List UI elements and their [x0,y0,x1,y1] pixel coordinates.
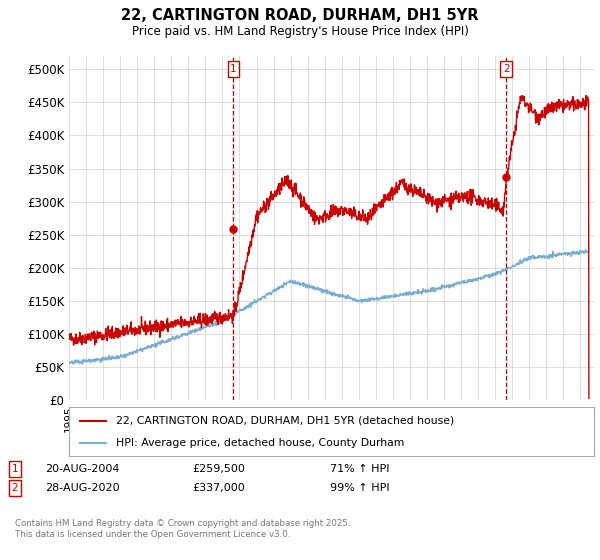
Text: 22, CARTINGTON ROAD, DURHAM, DH1 5YR: 22, CARTINGTON ROAD, DURHAM, DH1 5YR [121,8,479,24]
Text: £259,500: £259,500 [192,464,245,474]
Text: 2: 2 [11,483,19,493]
Text: 1: 1 [230,64,237,74]
Text: Contains HM Land Registry data © Crown copyright and database right 2025.
This d: Contains HM Land Registry data © Crown c… [15,520,350,539]
Text: 28-AUG-2020: 28-AUG-2020 [45,483,119,493]
Text: 71% ↑ HPI: 71% ↑ HPI [330,464,389,474]
Text: Price paid vs. HM Land Registry's House Price Index (HPI): Price paid vs. HM Land Registry's House … [131,25,469,38]
Text: £337,000: £337,000 [192,483,245,493]
Text: 20-AUG-2004: 20-AUG-2004 [45,464,119,474]
Text: 1: 1 [11,464,19,474]
Text: 99% ↑ HPI: 99% ↑ HPI [330,483,389,493]
Text: HPI: Average price, detached house, County Durham: HPI: Average price, detached house, Coun… [116,437,404,447]
Text: 22, CARTINGTON ROAD, DURHAM, DH1 5YR (detached house): 22, CARTINGTON ROAD, DURHAM, DH1 5YR (de… [116,416,455,426]
Text: 2: 2 [503,64,509,74]
